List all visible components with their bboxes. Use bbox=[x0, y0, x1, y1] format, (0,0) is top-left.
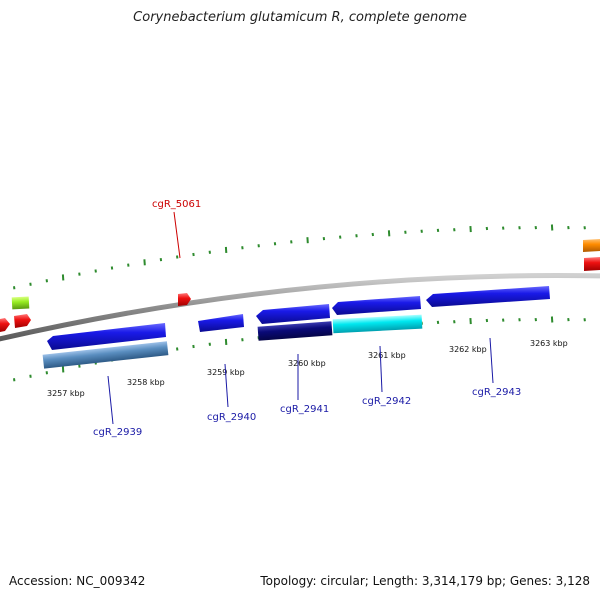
axis-label-3260: 3260 kbp bbox=[288, 359, 326, 368]
outer-tick-row bbox=[13, 224, 586, 290]
gene-cgR-2941-upper[interactable] bbox=[256, 304, 330, 324]
axis-label-3263: 3263 kbp bbox=[530, 339, 568, 348]
axis-label-3257: 3257 kbp bbox=[47, 389, 85, 398]
axis-label-3261: 3261 kbp bbox=[368, 351, 406, 360]
leader-cgR-2940 bbox=[224, 363, 229, 408]
gene-red-right[interactable] bbox=[584, 257, 600, 271]
genome-summary-text: Topology: circular; Length: 3,314,179 bp… bbox=[260, 574, 590, 588]
gene-navy[interactable] bbox=[257, 321, 333, 341]
gene-label-cgR-2940[interactable]: cgR_2940 bbox=[207, 412, 256, 423]
gene-cgR-5061[interactable] bbox=[178, 293, 191, 306]
leader-cgR-2943 bbox=[489, 337, 494, 384]
gene-cgR-2939-upper[interactable] bbox=[47, 323, 166, 350]
gene-label-cgR-2943[interactable]: cgR_2943 bbox=[472, 387, 521, 398]
gene-cgR-2940[interactable] bbox=[198, 314, 244, 332]
gene-steel[interactable] bbox=[42, 341, 169, 369]
leader-cgR-2942 bbox=[379, 345, 383, 393]
map-title: Corynebacterium glutamicum R, complete g… bbox=[133, 10, 467, 25]
gene-label-cgR-5061[interactable]: cgR_5061 bbox=[152, 199, 201, 210]
leader-cgR-5061 bbox=[173, 211, 181, 259]
gene-orange-right[interactable] bbox=[583, 239, 600, 252]
axis-label-3258: 3258 kbp bbox=[127, 378, 165, 387]
gene-label-cgR-2939[interactable]: cgR_2939 bbox=[93, 427, 142, 438]
leader-cgR-2939 bbox=[107, 375, 114, 425]
gene-cyan[interactable] bbox=[332, 314, 423, 334]
gene-label-cgR-2941[interactable]: cgR_2941 bbox=[280, 404, 329, 415]
axis-label-3262: 3262 kbp bbox=[449, 345, 487, 354]
gene-red-left-edge[interactable] bbox=[0, 318, 10, 332]
gene-cgR-2943[interactable] bbox=[426, 286, 550, 307]
gene-lime[interactable] bbox=[11, 296, 30, 310]
genome-backbone bbox=[0, 273, 600, 342]
accession-text: Accession: NC_009342 bbox=[9, 574, 146, 588]
gene-label-cgR-2942[interactable]: cgR_2942 bbox=[362, 396, 411, 407]
gene-cgR-2942-upper[interactable] bbox=[332, 296, 421, 315]
gene-red-left-upper[interactable] bbox=[14, 314, 31, 328]
